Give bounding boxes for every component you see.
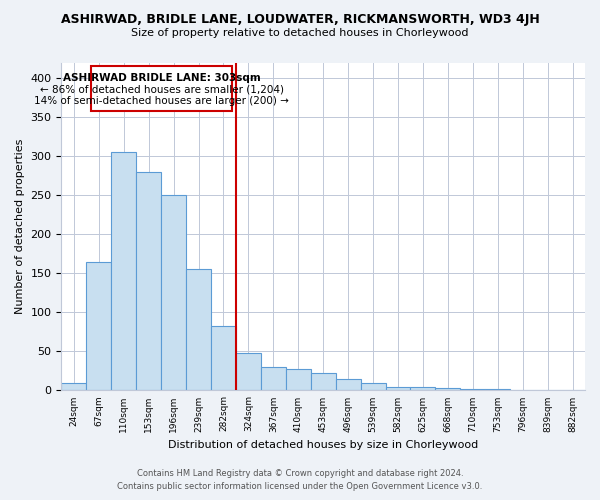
Bar: [460, 389, 485, 390]
Bar: [361, 382, 386, 390]
Text: ASHIRWAD, BRIDLE LANE, LOUDWATER, RICKMANSWORTH, WD3 4JH: ASHIRWAD, BRIDLE LANE, LOUDWATER, RICKMA…: [61, 12, 539, 26]
Bar: [161, 195, 186, 390]
Text: ASHIRWAD BRIDLE LANE: 303sqm: ASHIRWAD BRIDLE LANE: 303sqm: [63, 72, 260, 83]
FancyBboxPatch shape: [91, 66, 232, 111]
Bar: [61, 382, 86, 390]
Bar: [86, 262, 111, 390]
Bar: [386, 386, 410, 390]
X-axis label: Distribution of detached houses by size in Chorleywood: Distribution of detached houses by size …: [168, 440, 478, 450]
Bar: [311, 374, 335, 390]
Y-axis label: Number of detached properties: Number of detached properties: [15, 139, 25, 314]
Bar: [286, 370, 311, 390]
Text: Size of property relative to detached houses in Chorleywood: Size of property relative to detached ho…: [131, 28, 469, 38]
Bar: [186, 270, 211, 390]
Text: ← 86% of detached houses are smaller (1,204): ← 86% of detached houses are smaller (1,…: [40, 84, 284, 94]
Bar: [410, 386, 436, 390]
Bar: [236, 353, 261, 391]
Bar: [111, 152, 136, 390]
Text: 14% of semi-detached houses are larger (200) →: 14% of semi-detached houses are larger (…: [34, 96, 289, 106]
Bar: [211, 326, 236, 390]
Bar: [335, 380, 361, 390]
Bar: [485, 389, 510, 390]
Bar: [261, 367, 286, 390]
Text: Contains HM Land Registry data © Crown copyright and database right 2024.
Contai: Contains HM Land Registry data © Crown c…: [118, 470, 482, 491]
Bar: [436, 388, 460, 390]
Bar: [136, 172, 161, 390]
